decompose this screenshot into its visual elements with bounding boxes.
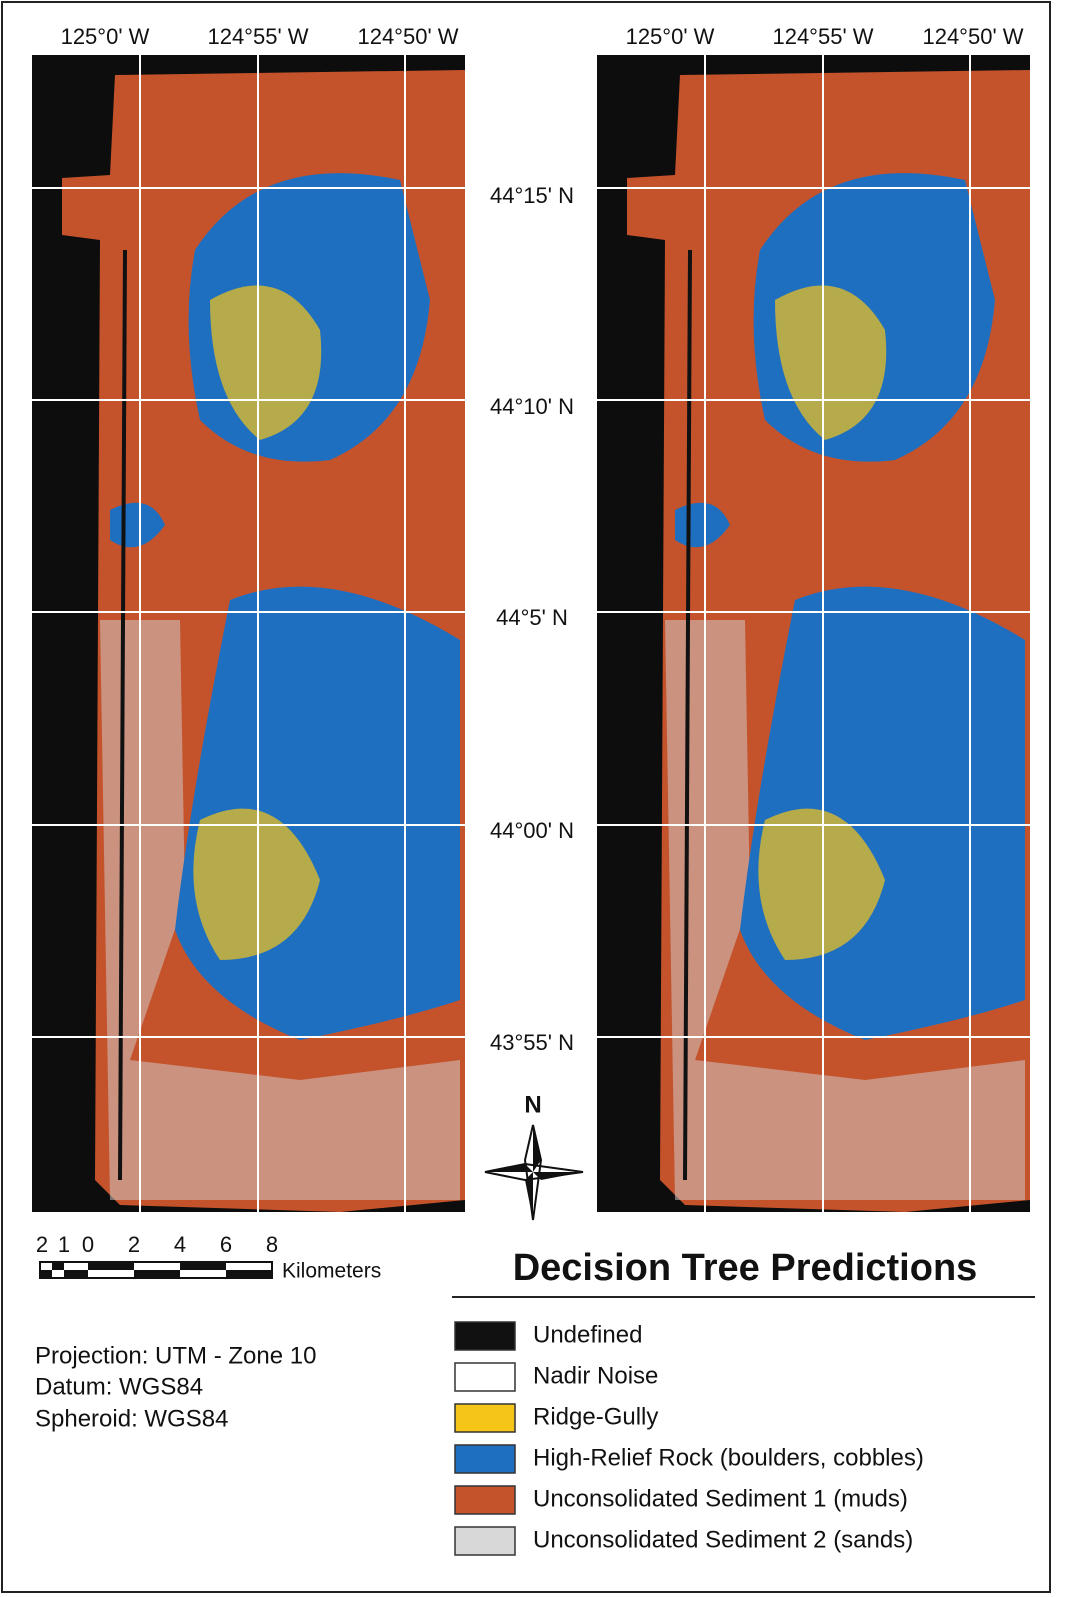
legend-swatch	[455, 1322, 515, 1350]
scale-segment	[226, 1270, 272, 1278]
legend-title: Decision Tree Predictions	[513, 1247, 978, 1289]
legend-swatch	[455, 1404, 515, 1432]
scale-label: 4	[174, 1232, 186, 1257]
longitude-label: 125°0' W	[61, 24, 150, 49]
legend-label: High-Relief Rock (boulders, cobbles)	[533, 1444, 924, 1471]
legend-label: Unconsolidated Sediment 1 (muds)	[533, 1485, 908, 1512]
scale-segment	[40, 1270, 52, 1278]
scale-segment	[52, 1262, 64, 1270]
scale-segment	[180, 1262, 226, 1270]
latitude-label: 44°5' N	[496, 605, 568, 630]
scale-label: 0	[82, 1232, 94, 1257]
longitude-label: 124°55' W	[772, 24, 873, 49]
longitude-label: 124°50' W	[922, 24, 1023, 49]
legend-swatch	[455, 1445, 515, 1473]
longitude-label: 125°0' W	[626, 24, 715, 49]
longitude-label: 124°55' W	[207, 24, 308, 49]
projection-text: Spheroid: WGS84	[35, 1405, 228, 1432]
scale-label: 2	[36, 1232, 48, 1257]
north-label: N	[524, 1091, 541, 1118]
legend-swatch	[455, 1486, 515, 1514]
latitude-label: 44°15' N	[490, 183, 574, 208]
scale-segment	[64, 1270, 88, 1278]
projection-text: Projection: UTM - Zone 10	[35, 1342, 316, 1369]
scale-segment	[134, 1270, 180, 1278]
scale-unit: Kilometers	[282, 1260, 381, 1283]
scale-label: 8	[266, 1232, 278, 1257]
latitude-label: 44°00' N	[490, 818, 574, 843]
latitude-label: 43°55' N	[490, 1030, 574, 1055]
scale-label: 1	[58, 1232, 70, 1257]
legend-swatch	[455, 1363, 515, 1391]
scale-label: 6	[220, 1232, 232, 1257]
legend-label: Nadir Noise	[533, 1362, 658, 1389]
scale-segment	[88, 1262, 134, 1270]
projection-text: Datum: WGS84	[35, 1373, 203, 1400]
legend-label: Unconsolidated Sediment 2 (sands)	[533, 1526, 913, 1553]
latitude-label: 44°10' N	[490, 394, 574, 419]
legend-swatch	[455, 1527, 515, 1555]
legend-label: Undefined	[533, 1321, 642, 1348]
legend-label: Ridge-Gully	[533, 1403, 658, 1430]
longitude-label: 124°50' W	[357, 24, 458, 49]
page: Decision Tree Predictions 125°0' W 124°55…	[0, 0, 1070, 1597]
scale-label: 2	[128, 1232, 140, 1257]
